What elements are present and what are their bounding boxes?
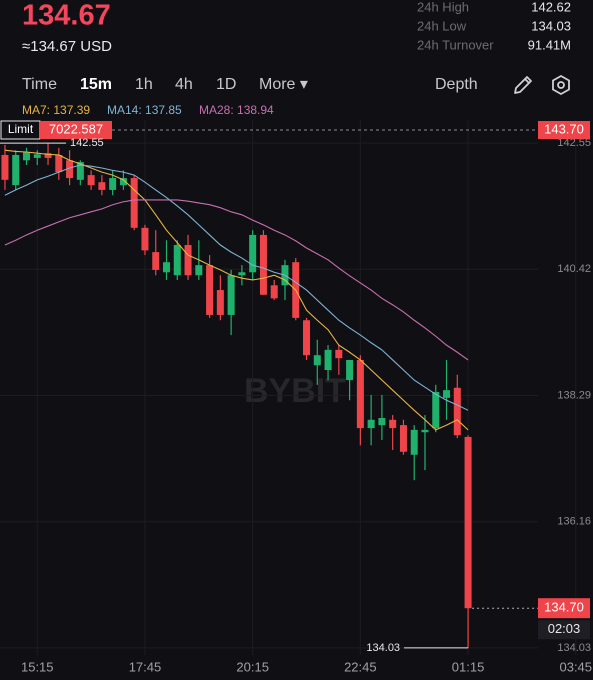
candle-body [443,390,451,398]
candle-body [356,359,364,429]
candle-body [98,182,106,190]
order-price-box [538,121,590,139]
ma-legend: MA7: 137.39 MA14: 137.85 MA28: 138.94 [22,103,274,117]
candle-body [464,436,472,609]
candle-body [163,262,171,273]
stat-label: 24h Low [417,18,467,33]
x-tick-label: 15:15 [21,659,54,674]
candle-body [109,178,117,190]
chart: BYBIT 142.55 140.42 138.29 136.16 134.03 15:15… [0,120,592,674]
candle-body [22,151,30,161]
candle-body [378,418,386,426]
pencil-tip [524,78,530,84]
candle-body [324,349,332,371]
x-tick-label: 20:15 [236,659,269,674]
stat-label: 24h Turnover [417,37,494,52]
timeframe-tab[interactable]: More ▾ [259,76,308,93]
watermark: BYBIT [244,372,346,410]
candle-body [152,252,160,270]
settings-icon[interactable] [552,74,570,96]
current-price: 134.70 [544,600,584,615]
candle-body [44,153,52,158]
candle-body [335,349,343,359]
candle-body [227,275,235,315]
candle-body [410,429,418,455]
depth-tab[interactable]: Depth [435,76,478,93]
y-tick-label: 134.03 [557,642,591,654]
candle-body [313,355,321,366]
ma-legend-item: MA28: 138.94 [199,103,274,117]
candle-body [1,154,9,180]
candle-body [130,178,138,228]
candle-body [270,285,278,299]
countdown-box [538,620,590,640]
candle-body [76,162,84,180]
candle-body [12,154,20,186]
stat-value: 134.03 [531,18,571,33]
candle-body [238,272,246,276]
last-price: 134.67 [22,0,111,32]
stat-value: 91.41M [528,37,571,52]
candle-body [259,234,267,295]
candle-body [346,359,354,381]
ma-line [4,199,469,361]
candle-body [216,290,224,315]
ma-line [4,149,469,431]
y-tick-label: 142.55 [557,137,591,149]
timeframe-tab[interactable]: Time [22,76,57,93]
candle-body [421,429,429,433]
timeframe-tab[interactable]: 1D [216,76,236,93]
x-tick-label: 03:45 [559,659,592,674]
y-tick-label: 140.42 [557,263,591,275]
order-type: Limit [8,122,34,136]
y-tick-label: 138.29 [557,389,591,401]
timeframe-tabs: Time 15m 1h 4h 1D More ▾ [22,76,308,93]
x-tick-label: 01:15 [452,659,485,674]
order-amount: 7022.587 [49,121,103,136]
x-tick-label: 17:45 [129,659,162,674]
candle-body [55,154,63,173]
ma-line [4,164,469,411]
candle-body [184,245,192,276]
countdown: 02:03 [548,621,581,636]
candle-body [453,387,461,436]
order-amount-box [40,121,112,139]
candle-body [173,245,181,276]
order-price: 143.70 [544,121,584,136]
candle-body [87,175,95,186]
high-label: 142.55 [70,137,104,149]
candle-body [399,425,407,452]
stat-value: 142.62 [531,0,571,14]
stats: 24h High 142.62 24h Low 134.03 24h Turnover 9… [417,0,571,52]
candle-body [33,154,41,158]
low-label: 134.03 [366,642,400,654]
candle-body [119,178,127,186]
draw-tool-icon[interactable] [514,76,532,94]
current-price-box [538,598,590,619]
hexagon-center [557,81,565,89]
candle-body [141,227,149,251]
candle-body [389,419,397,429]
candle-body [66,160,74,179]
candle-body [195,265,203,276]
candle-body [303,320,311,356]
timeframe-tab[interactable]: 4h [175,76,193,93]
price-usd: ≈134.67 USD [22,38,112,55]
candle-body [432,391,440,429]
timeframe-tab[interactable]: 15m [80,76,112,93]
candle-body [367,419,375,429]
y-tick-label: 136.16 [557,516,591,528]
pencil [514,76,532,94]
x-tick-label: 22:45 [344,659,377,674]
ma-legend-item: MA7: 137.39 [22,103,90,117]
ma-legend-item: MA14: 137.85 [107,103,182,117]
hexagon [552,74,570,96]
candle-body [206,265,214,315]
stat-label: 24h High [417,0,469,14]
candle-body [249,234,257,273]
timeframe-tab[interactable]: 1h [135,76,153,93]
